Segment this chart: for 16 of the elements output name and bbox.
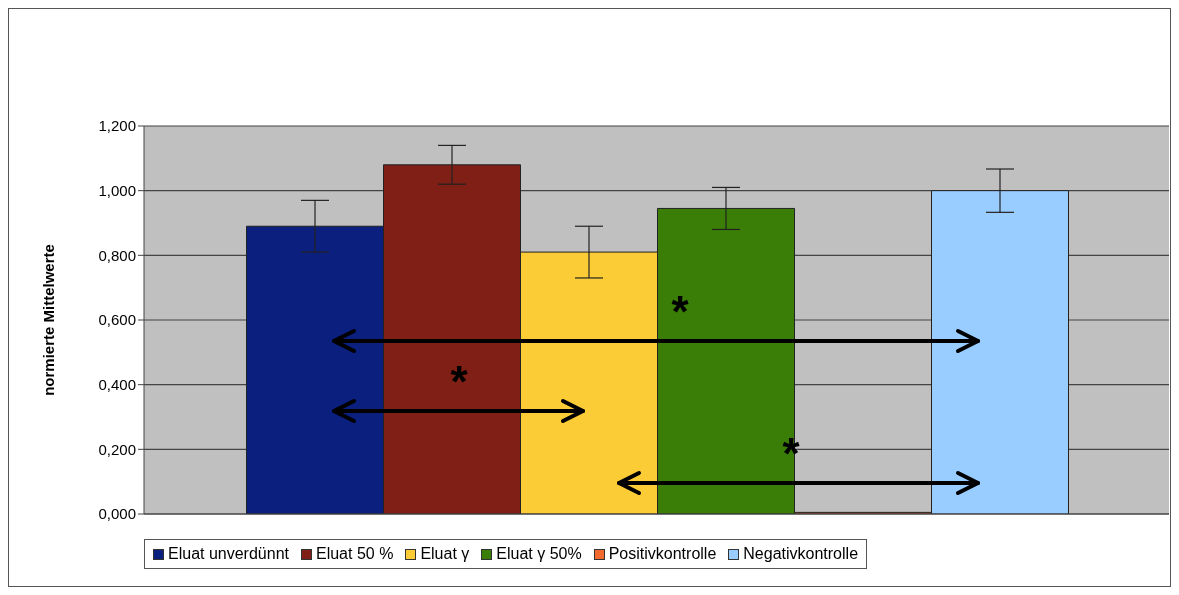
legend-label: Eluat γ 50%	[496, 545, 582, 563]
y-axis-title: normierte Mittelwerte	[40, 244, 58, 396]
legend-label: Eluat unverdünnt	[168, 545, 289, 563]
legend-label: Eluat 50 %	[315, 545, 394, 563]
y-tick-label: 0,400	[98, 375, 136, 393]
annotation: *	[671, 287, 690, 336]
y-tick-label: 0,000	[98, 505, 136, 523]
annotation: *	[450, 357, 469, 406]
y-tick-label: 1,200	[98, 117, 136, 135]
y-tick-label: 0,800	[98, 246, 136, 264]
y-tick-label: 0,600	[98, 311, 136, 329]
legend-label: Positivkontrolle	[608, 545, 717, 563]
legend-label: Negativkontrolle	[743, 545, 859, 563]
y-tick-label: 1,000	[98, 181, 136, 199]
legend-label: Eluat γ	[420, 545, 470, 563]
y-tick-label: 0,200	[98, 440, 136, 458]
